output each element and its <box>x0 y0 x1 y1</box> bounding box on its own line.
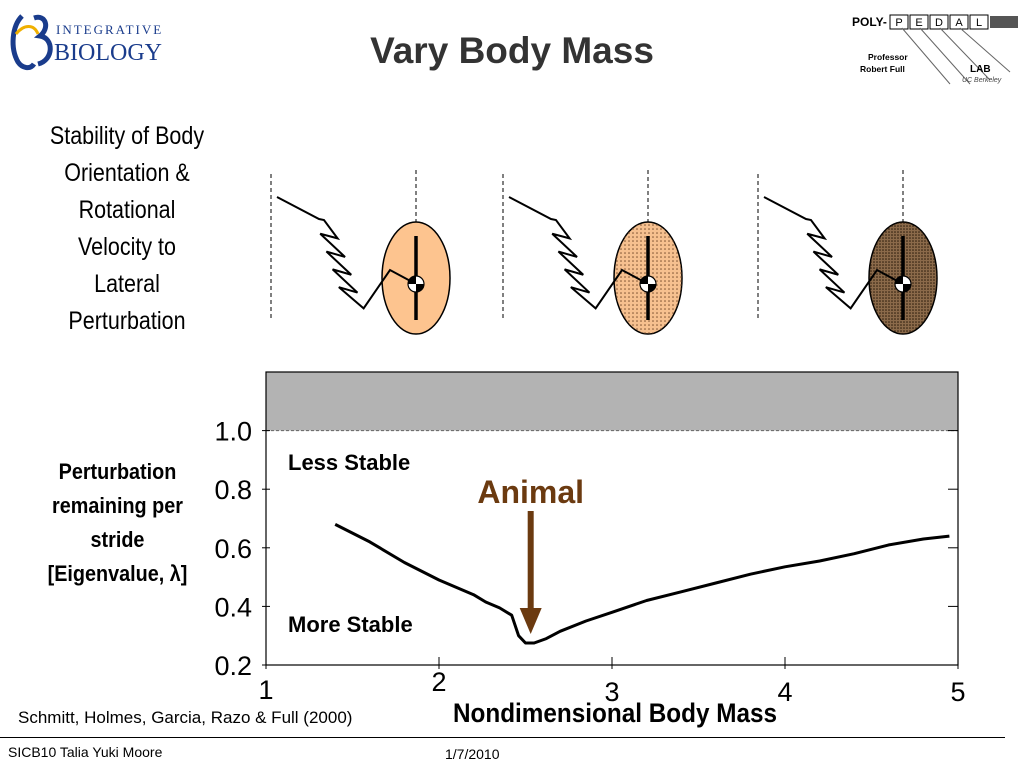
x-tick-label: 5 <box>950 677 965 707</box>
eigenvalue-curve <box>334 523 950 645</box>
y-label-line: stride <box>90 527 145 552</box>
y-tick-label: 0.4 <box>214 592 252 622</box>
logo-line2: BIOLOGY <box>54 40 162 66</box>
more-stable-label: More Stable <box>288 612 413 637</box>
mass-figures <box>270 170 938 335</box>
pedal-letter: A <box>955 17 963 29</box>
animal-arrow-head <box>519 608 542 634</box>
y-tick-label: 0.6 <box>214 534 252 564</box>
x-axis-label: Nondimensional Body Mass <box>452 698 778 728</box>
spring <box>276 196 417 310</box>
citation: Schmitt, Holmes, Garcia, Razo & Full (20… <box>18 708 353 727</box>
pedal-letter: L <box>976 17 982 29</box>
y-label-line: remaining per <box>52 493 183 518</box>
logo-place: UC Berkeley <box>962 77 1002 84</box>
pedal-box <box>969 14 989 30</box>
y-label-line: Perturbation <box>58 459 177 484</box>
spring <box>508 196 649 310</box>
caption-line: Stability of Body <box>49 122 205 150</box>
stability-caption: Stability of Body Orientation & Rotational… <box>37 118 218 340</box>
pedal-box <box>889 14 909 30</box>
pedal-box <box>909 14 929 30</box>
unstable-region <box>266 372 958 431</box>
pedal-letter: E <box>915 17 922 29</box>
integrative-biology-logo: INTEGRATIVE BIOLOGY <box>10 14 163 71</box>
animal-label: Animal <box>477 474 584 510</box>
y-label-line: [Eigenvalue, λ] <box>47 561 188 586</box>
y-axis-label: Perturbation remaining per stride [Eigenval… <box>30 455 206 591</box>
y-tick-label: 0.8 <box>214 475 252 505</box>
com-quadrant <box>416 284 424 292</box>
logo-prefix: POLY- <box>852 15 887 29</box>
footer-author: SICB10 Talia Yuki Moore <box>8 744 163 760</box>
com-quadrant <box>895 276 903 284</box>
caption-line: Lateral <box>94 270 160 298</box>
logo-professor: Professor <box>868 52 908 62</box>
com-quadrant <box>408 276 416 284</box>
footer-divider <box>0 737 1005 738</box>
x-tick-label: 1 <box>258 675 273 705</box>
footer-date: 1/7/2010 <box>445 746 500 762</box>
com-quadrant <box>903 284 911 292</box>
less-stable-label: Less Stable <box>288 450 410 475</box>
logo-lab: LAB <box>970 64 991 75</box>
pedal-letter: P <box>895 17 902 29</box>
spring <box>763 196 904 310</box>
pedal-letter: D <box>935 17 943 29</box>
caption-line: Orientation & <box>64 159 190 187</box>
pedal-box <box>929 14 949 30</box>
logo-line1: INTEGRATIVE <box>56 22 163 37</box>
com-quadrant <box>640 276 648 284</box>
plot-frame <box>265 371 959 666</box>
com-quadrant <box>648 284 656 292</box>
y-tick-label: 0.2 <box>214 651 252 681</box>
body-mass-figure <box>270 170 451 335</box>
body-mass-figure <box>502 170 683 335</box>
y-tick-label: 1.0 <box>214 417 252 447</box>
slide-title: Vary Body Mass <box>370 30 654 71</box>
x-tick-label: 2 <box>431 667 446 697</box>
pedal-box <box>949 14 969 30</box>
body-mass-figure <box>757 170 938 335</box>
caption-line: Velocity to <box>77 233 176 261</box>
logo-name: Robert Full <box>860 64 905 74</box>
caption-line: Rotational <box>78 196 176 224</box>
caption-line: Perturbation <box>68 307 186 335</box>
